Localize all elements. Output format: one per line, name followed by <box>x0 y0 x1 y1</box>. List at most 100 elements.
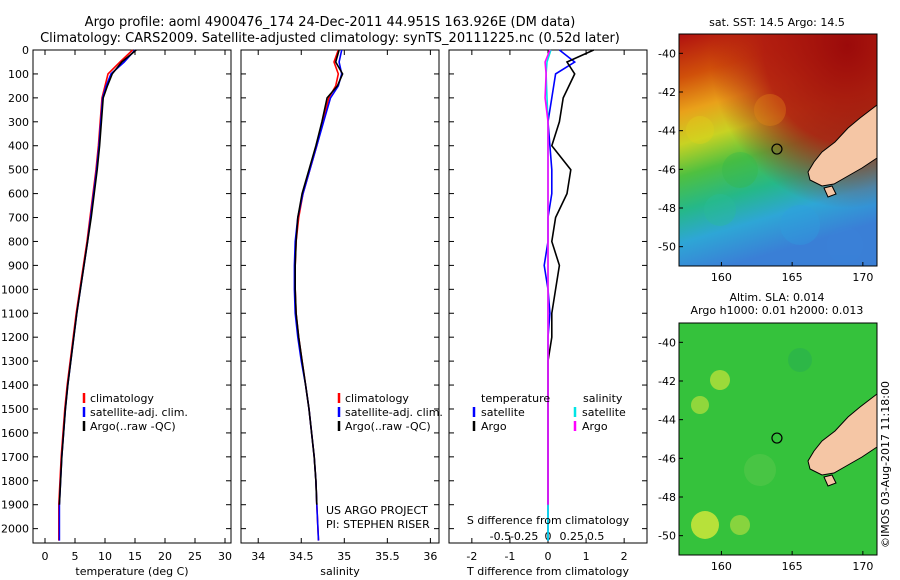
temperature-panel: 0100200300400500600700800900100011001200… <box>1 44 232 578</box>
s-tick-label: -0.5 <box>490 530 511 543</box>
depth-tick-label: 1500 <box>1 403 29 416</box>
x-tick-label: 10 <box>98 550 112 563</box>
project-annotation-line1: US ARGO PROJECT <box>326 504 428 517</box>
depth-axis: 0 100 200 300 400 500 600 700 800 900 1000 1100 1200… <box>1 44 231 536</box>
depth-tick-label: 100 <box>8 68 29 81</box>
sla-map-axes: 160 165 170 -40 -42 -44 -46 -48 -50 <box>658 336 873 573</box>
map-x-tick-label: 170 <box>852 271 873 284</box>
t-difference-x-label: T difference from climatology <box>466 565 629 578</box>
difference-series <box>543 49 595 541</box>
legend-label: Argo(..raw -QC) <box>345 420 431 433</box>
t-difference-x-axis: -2 -1 0 1 2 <box>466 50 628 563</box>
x-tick-label: 25 <box>188 550 202 563</box>
depth-tick-label: 400 <box>8 140 29 153</box>
salinity-series <box>293 49 344 541</box>
x-tick-label: 2 <box>621 550 628 563</box>
x-tick-label: 20 <box>158 550 172 563</box>
salinity-panel: 34 34.5 35 35.5 36 climatologysatellite-adj.… <box>240 49 443 578</box>
legend-label: climatology <box>345 392 409 405</box>
x-tick-label: 0 <box>42 550 49 563</box>
map-y-tick-label: -44 <box>658 125 676 138</box>
x-tick-label: 1 <box>583 550 590 563</box>
x-tick-label: -2 <box>466 550 477 563</box>
s-tick-label: 0.25 <box>560 530 585 543</box>
x-tick-label: 34 <box>251 550 265 563</box>
depth-tick-label: 500 <box>8 164 29 177</box>
depth-tick-label: 1600 <box>1 427 29 440</box>
depth-tick-label: 200 <box>8 92 29 105</box>
legend-label: Argo <box>582 420 608 433</box>
difference-legend: temperature salinitysatelliteArgosatellit… <box>472 392 626 433</box>
series-line-argo-raw-qc- <box>294 49 344 505</box>
sst-map-panel: sat. SST: 14.5 Argo: 14.5 160 165 170 -40 -4… <box>658 16 878 284</box>
depth-tick-label: 1400 <box>1 379 29 392</box>
legend-label: satellite <box>481 406 525 419</box>
temperature-x-label: temperature (deg C) <box>75 565 188 578</box>
sla-texture <box>691 348 812 539</box>
depth-tick-label: 700 <box>8 212 29 225</box>
sst-map-land-stewart-island <box>823 185 837 198</box>
temperature-series <box>57 49 137 541</box>
x-tick-label: -1 <box>504 550 515 563</box>
map-x-tick-label: 160 <box>711 560 732 573</box>
legend-heading-salinity: salinity <box>583 392 623 405</box>
imos-credit: ©IMOS 03-Aug-2017 11:18:00 <box>879 381 892 548</box>
depth-tick-label: 300 <box>8 116 29 129</box>
map-x-tick-label: 160 <box>711 271 732 284</box>
sst-map-axes: 160 165 170 -40 -42 -44 -46 -48 -50 <box>658 47 873 284</box>
depth-tick-label: 600 <box>8 188 29 201</box>
x-tick-label: 35 <box>337 550 351 563</box>
legend-heading-temperature: temperature <box>481 392 550 405</box>
s-difference-x-axis: -0.5-0.25 0 0.25 0.5 <box>490 530 605 543</box>
map-y-tick-label: -46 <box>658 452 676 465</box>
salinity-plot-frame <box>240 49 440 544</box>
difference-panel: -2 -1 0 1 2 -0.5-0.25 0 0.25 0.5 temperature sal… <box>448 49 648 578</box>
depth-tick-label: 1200 <box>1 331 29 344</box>
depth-tick-label: 1000 <box>1 283 29 296</box>
depth-tick-label: 800 <box>8 235 29 248</box>
sst-map-title: sat. SST: 14.5 Argo: 14.5 <box>709 16 845 29</box>
x-tick-label: 15 <box>128 550 142 563</box>
project-annotation-line2: PI: STEPHEN RISER <box>326 518 430 531</box>
salinity-depth-ticks <box>241 49 439 530</box>
difference-depth-ticks <box>449 49 647 530</box>
sla-map-title-line1: Altim. SLA: 0.014 <box>729 291 824 304</box>
sla-map-frame <box>678 322 878 556</box>
legend-label: Argo(..raw -QC) <box>90 420 176 433</box>
x-tick-label: 5 <box>72 550 79 563</box>
map-y-tick-label: -42 <box>658 375 676 388</box>
legend-label: satellite-adj. clim. <box>90 406 188 419</box>
depth-tick-label: 2000 <box>1 523 29 536</box>
legend-label: Argo <box>481 420 507 433</box>
depth-tick-label: 0 <box>22 44 29 57</box>
temperature-x-axis: 0 5 10 15 20 25 30 <box>42 50 232 563</box>
s-tick-label: -0.25 <box>510 530 538 543</box>
map-y-tick-label: -50 <box>658 530 676 543</box>
legend-label: climatology <box>90 392 154 405</box>
sst-map-land-south-island <box>807 103 878 187</box>
salinity-x-axis: 34 34.5 35 35.5 36 <box>251 50 437 563</box>
map-y-tick-label: -46 <box>658 163 676 176</box>
series-line-argo-raw-qc- <box>58 49 137 505</box>
series-line-argo-salinity <box>544 49 551 505</box>
map-y-tick-label: -50 <box>658 241 676 254</box>
map-y-tick-label: -44 <box>658 414 676 427</box>
depth-tick-label: 1300 <box>1 355 29 368</box>
figure-title-line2: Climatology: CARS2009. Satellite-adjuste… <box>40 31 620 46</box>
map-y-tick-label: -48 <box>658 202 676 215</box>
x-tick-label: 0 <box>545 550 552 563</box>
legend-label: satellite <box>582 406 626 419</box>
depth-tick-label: 1900 <box>1 499 29 512</box>
depth-tick-label: 1800 <box>1 475 29 488</box>
x-tick-label: 35.5 <box>375 550 400 563</box>
temperature-plot-frame <box>32 49 232 544</box>
map-y-tick-label: -40 <box>658 336 676 349</box>
s-difference-label: S difference from climatology <box>467 514 630 527</box>
sla-map-land-south-island <box>807 392 878 476</box>
x-tick-label: 34.5 <box>289 550 314 563</box>
salinity-x-label: salinity <box>320 565 360 578</box>
sla-map-land-stewart-island <box>823 474 837 487</box>
sla-map-panel: Altim. SLA: 0.014 Argo h1000: 0.01 h2000… <box>658 291 892 573</box>
